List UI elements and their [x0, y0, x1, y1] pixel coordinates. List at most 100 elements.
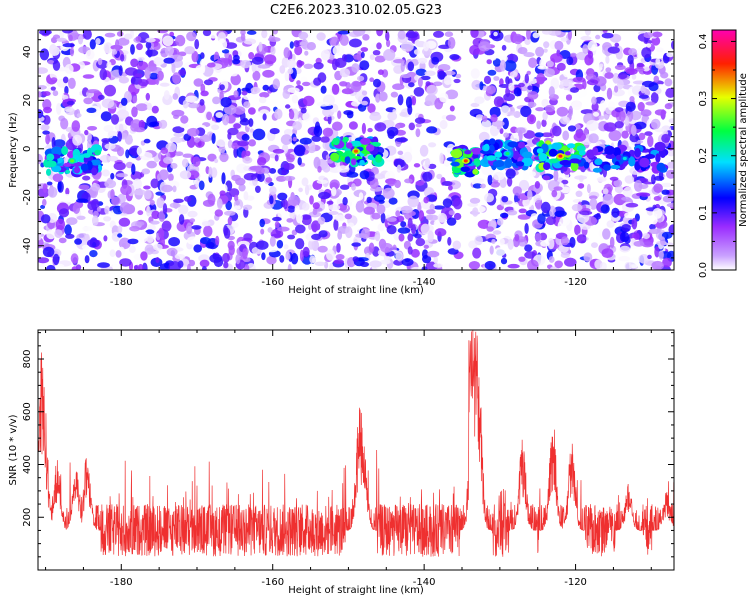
heatmap-cell [124, 33, 133, 40]
heatmap-signal-cell [346, 142, 353, 149]
heatmap-cell [38, 257, 50, 264]
heatmap-cell [546, 60, 554, 68]
snr-x-axis: -180 -160 -140 -120 [45, 330, 652, 588]
heatmap-cell [447, 37, 456, 49]
heatmap-cell [353, 54, 362, 60]
heatmap-cell [439, 152, 444, 164]
heatmap-y-label: Frequency (Hz) [8, 112, 19, 188]
heatmap-cell [337, 230, 343, 240]
heatmap-cell [442, 198, 453, 208]
heatmap-cell [492, 58, 501, 67]
heatmap-cell [513, 87, 522, 97]
heatmap-cell [607, 101, 616, 111]
heatmap-signal-cell [639, 157, 650, 168]
heatmap-cell [240, 30, 246, 36]
heatmap-cell [146, 160, 157, 169]
heatmap-cell [233, 106, 246, 115]
heatmap-signal-cell [483, 139, 490, 146]
heatmap-cell [280, 134, 293, 145]
heatmap-cell [242, 248, 248, 260]
heatmap-cell [560, 37, 568, 42]
heatmap-cell [621, 224, 631, 232]
heatmap-cell [492, 230, 502, 235]
heatmap-cell [240, 59, 252, 69]
heatmap-cell [257, 172, 265, 183]
heatmap-cell [453, 212, 462, 221]
heatmap-cell [231, 142, 239, 150]
heatmap-cell [535, 199, 543, 210]
heatmap-cell [527, 91, 539, 100]
heatmap-cell [631, 124, 637, 136]
heatmap-cell [227, 240, 235, 251]
heatmap-cell [214, 209, 223, 217]
heatmap-cell [509, 71, 518, 78]
heatmap-cell [172, 93, 179, 100]
heatmap-cell [136, 221, 145, 226]
heatmap-cell [647, 254, 652, 260]
heatmap-cell [438, 44, 451, 49]
heatmap-cell [186, 236, 200, 245]
heatmap-cell [472, 177, 485, 184]
heatmap-cell [141, 168, 151, 175]
heatmap-cell [294, 45, 303, 56]
heatmap-signal-cell [73, 166, 81, 174]
heatmap-cell [413, 163, 421, 168]
heatmap-cell [355, 200, 365, 213]
heatmap-cell [106, 61, 112, 69]
heatmap-signal-cell [583, 161, 590, 169]
heatmap-cell [241, 87, 250, 92]
heatmap-signal-cell [628, 156, 636, 167]
heatmap-cell [415, 238, 426, 247]
heatmap-cell [408, 122, 415, 131]
heatmap-cell [642, 233, 650, 239]
heatmap-cell [87, 201, 97, 210]
heatmap-signal-cell [492, 160, 505, 168]
heatmap-cell [224, 210, 236, 216]
heatmap-cell [487, 69, 497, 76]
heatmap-cell [340, 184, 350, 190]
heatmap-cell [211, 133, 216, 144]
heatmap-cell [426, 214, 439, 221]
heatmap-cell [211, 124, 220, 131]
heatmap-cell [588, 195, 598, 200]
heatmap-cell [301, 177, 309, 187]
heatmap-cell [490, 114, 498, 123]
heatmap-x-axis: -180 -160 -140 -120 [45, 30, 652, 288]
heatmap-signal-cell [45, 160, 57, 168]
heatmap-cell [433, 205, 446, 210]
heatmap-cell [84, 255, 90, 264]
heatmap-cell [629, 96, 635, 103]
heatmap-cell [87, 126, 98, 131]
heatmap-cell [553, 169, 559, 182]
heatmap-cell [577, 183, 585, 189]
heatmap-cell [225, 200, 232, 211]
heatmap-cell [185, 222, 193, 235]
heatmap-cell [592, 111, 600, 117]
heatmap-cell [50, 77, 58, 83]
heatmap-peak [70, 159, 75, 163]
heatmap-signal-cell [576, 145, 586, 152]
heatmap-signal-cell [351, 158, 357, 166]
heatmap-cell [202, 266, 207, 270]
heatmap-cell [128, 245, 136, 253]
heatmap-signal-cell [61, 146, 68, 156]
heatmap-cell [602, 188, 609, 195]
heatmap-cell [327, 114, 332, 125]
heatmap-signal-cell [559, 159, 572, 166]
heatmap-cell [523, 172, 530, 180]
heatmap-cell [559, 116, 571, 125]
heatmap-cell [65, 187, 70, 196]
heatmap-cell [559, 216, 571, 227]
heatmap-cell [329, 36, 340, 46]
heatmap-cell [223, 227, 231, 239]
heatmap-peak [558, 154, 563, 158]
heatmap-cell [135, 103, 149, 112]
heatmap-cell [508, 82, 515, 91]
heatmap-cell [269, 128, 280, 135]
colorbar-label: Normalized spectral amplitude [738, 73, 749, 227]
colorbar-tick-label: 0.2 [698, 148, 709, 164]
heatmap-cell [286, 218, 294, 223]
heatmap-cell [235, 200, 240, 206]
heatmap-cell [373, 194, 386, 202]
heatmap-cell [233, 123, 242, 129]
